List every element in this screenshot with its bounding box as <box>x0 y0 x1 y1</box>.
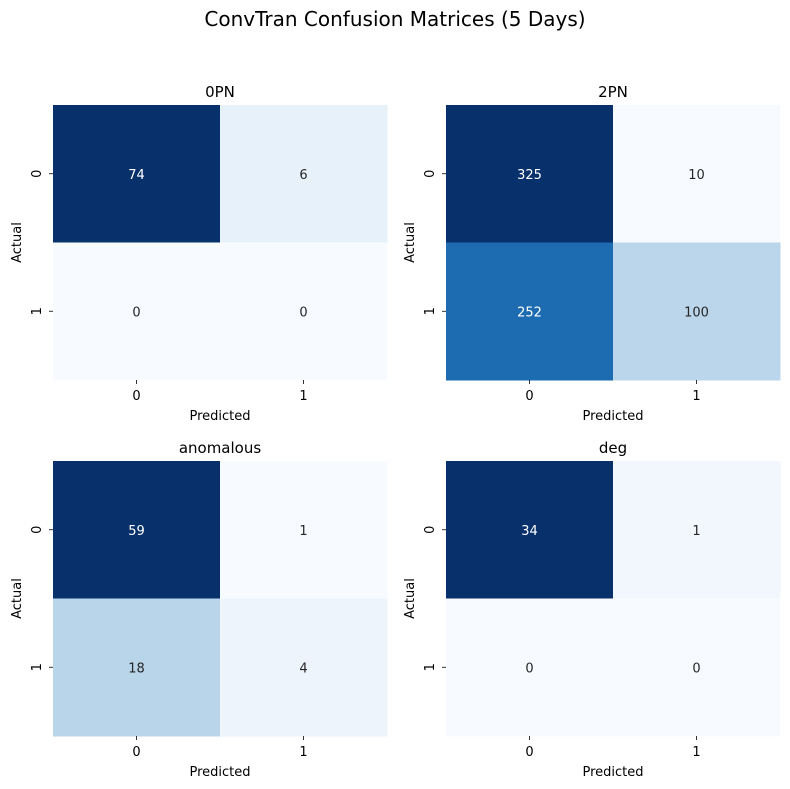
cell-value-label: 0 <box>299 305 307 320</box>
cell-value-label: 74 <box>128 168 145 183</box>
cell-value-label: 325 <box>517 168 542 183</box>
figure-title: ConvTran Confusion Matrices (5 Days) <box>204 7 585 31</box>
y-tick-label: 0 <box>423 170 438 178</box>
cell-value-label: 0 <box>132 305 140 320</box>
y-axis-label: Actual <box>10 578 25 619</box>
x-tick-label: 1 <box>692 389 700 404</box>
y-axis-label: Actual <box>403 222 418 263</box>
y-tick-label: 1 <box>30 307 45 315</box>
heatmap-cell <box>53 242 221 381</box>
cell-value-label: 252 <box>517 305 542 320</box>
x-axis-label: Predicted <box>189 409 250 424</box>
heatmap-cell <box>446 598 614 737</box>
heatmap-panel-3: 34 1 0 0 deg 0 1 0 1 Predicted Actual <box>403 439 781 780</box>
panel-title: 0PN <box>205 83 235 101</box>
heatmap-cell <box>220 461 388 599</box>
heatmap-panel-2: 59 1 18 4 anomalous 0 1 0 1 Predicted Actual <box>10 439 388 780</box>
x-tick-label: 1 <box>299 745 307 760</box>
cell-value-label: 6 <box>299 168 307 183</box>
heatmap-panel-0: 74 6 0 0 0PN 0 1 0 1 Predicted Actual <box>10 83 388 424</box>
heatmap-cell <box>613 598 781 737</box>
y-tick-label: 1 <box>30 663 45 671</box>
heatmap-cell <box>613 461 781 599</box>
x-tick-label: 1 <box>299 389 307 404</box>
cell-value-label: 18 <box>128 661 145 676</box>
cell-value-label: 1 <box>692 524 700 539</box>
heatmap-cell <box>53 105 221 243</box>
cell-value-label: 4 <box>299 661 307 676</box>
panel-title: 2PN <box>598 83 628 101</box>
x-tick-label: 0 <box>132 745 140 760</box>
cell-value-label: 59 <box>128 524 145 539</box>
cell-value-label: 34 <box>521 524 538 539</box>
y-axis-label: Actual <box>403 578 418 619</box>
cell-value-label: 10 <box>688 168 705 183</box>
cell-value-label: 100 <box>684 305 709 320</box>
cell-value-label: 1 <box>299 524 307 539</box>
x-tick-label: 0 <box>132 389 140 404</box>
y-tick-label: 0 <box>423 526 438 534</box>
y-tick-label: 0 <box>30 170 45 178</box>
heatmap-cell <box>220 105 388 243</box>
panel-title: anomalous <box>179 439 262 457</box>
y-tick-label: 1 <box>423 663 438 671</box>
x-axis-label: Predicted <box>582 765 643 780</box>
heatmap-cell <box>446 105 614 243</box>
heatmap-cell <box>446 242 614 381</box>
heatmap-cell <box>446 461 614 599</box>
x-tick-label: 1 <box>692 745 700 760</box>
heatmap-cell <box>613 105 781 243</box>
x-tick-label: 0 <box>525 745 533 760</box>
panel-title: deg <box>599 439 627 457</box>
cell-value-label: 0 <box>525 661 533 676</box>
heatmap-cell <box>220 242 388 381</box>
cell-value-label: 0 <box>692 661 700 676</box>
y-tick-label: 1 <box>423 307 438 315</box>
x-tick-label: 0 <box>525 389 533 404</box>
heatmap-cell <box>613 242 781 381</box>
x-axis-label: Predicted <box>582 409 643 424</box>
y-axis-label: Actual <box>10 222 25 263</box>
x-axis-label: Predicted <box>189 765 250 780</box>
y-tick-label: 0 <box>30 526 45 534</box>
heatmap-cell <box>53 598 221 737</box>
heatmap-cell <box>53 461 221 599</box>
heatmap-cell <box>220 598 388 737</box>
